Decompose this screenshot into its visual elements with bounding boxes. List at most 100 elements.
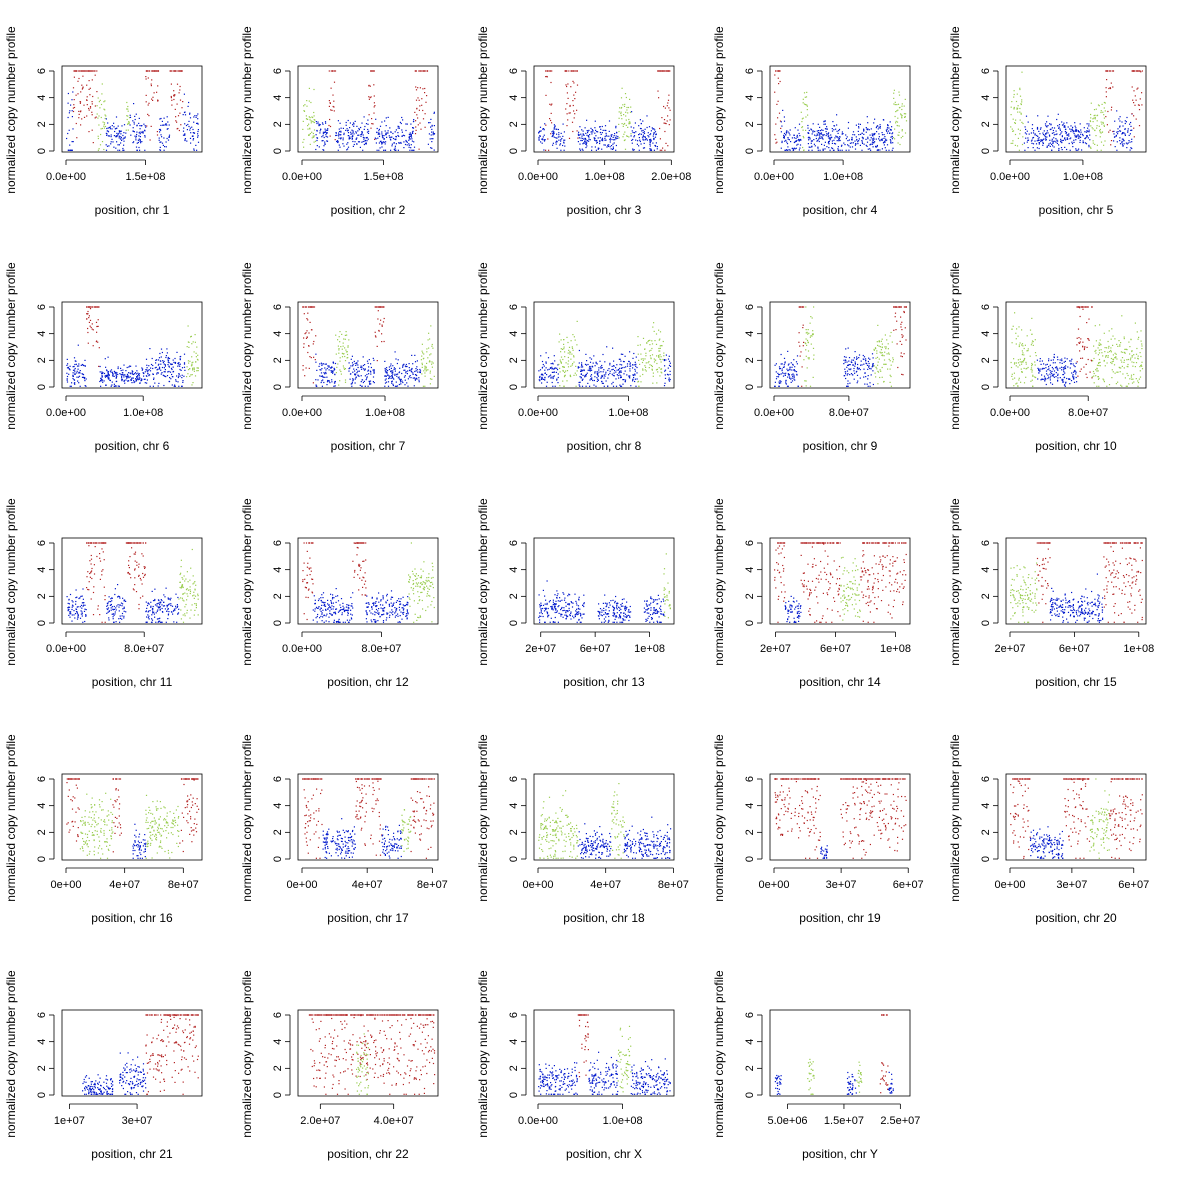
data-point: [351, 385, 353, 387]
data-point: [173, 94, 175, 96]
data-point: [111, 125, 113, 127]
data-point: [1075, 149, 1077, 151]
data-point: [1051, 138, 1053, 140]
data-point: [824, 120, 826, 122]
data-point: [889, 121, 891, 123]
data-point: [555, 371, 557, 373]
data-point: [540, 130, 542, 132]
data-point: [1010, 366, 1013, 369]
data-point: [1052, 145, 1054, 147]
data-point: [424, 126, 426, 128]
data-point: [366, 360, 369, 362]
data-point: [1048, 376, 1050, 378]
data-point: [395, 129, 397, 131]
data-point: [1073, 371, 1075, 373]
data-point: [550, 377, 552, 379]
data-point: [794, 379, 796, 381]
data-point: [410, 144, 412, 146]
data-point: [96, 331, 98, 333]
data-point: [639, 375, 641, 377]
data-point: [869, 148, 871, 150]
data-point: [808, 136, 810, 138]
data-point: [392, 365, 394, 367]
data-point: [356, 125, 358, 127]
data-point: [87, 327, 89, 330]
data-point: [352, 140, 354, 143]
data-point: [1052, 359, 1054, 361]
data-point: [354, 382, 356, 384]
data-point: [425, 367, 427, 369]
data-point: [542, 138, 544, 140]
data-point: [408, 133, 410, 135]
data-point: [357, 134, 359, 136]
data-point: [584, 127, 586, 129]
data-point: [541, 373, 543, 375]
data-point: [601, 139, 603, 141]
data-point: [134, 381, 136, 383]
data-point: [393, 142, 395, 144]
data-point: [641, 136, 644, 138]
data-point: [139, 128, 141, 130]
data-point: [594, 365, 596, 367]
data-point: [599, 142, 601, 145]
data-point: [560, 356, 563, 358]
data-point: [136, 125, 138, 127]
data-point: [394, 373, 396, 375]
data-point: [881, 134, 884, 136]
data-point: [331, 379, 333, 381]
data-point: [634, 374, 636, 376]
data-point: [1049, 364, 1051, 366]
data-point: [803, 103, 806, 105]
data-point: [94, 117, 96, 119]
data-point: [546, 70, 548, 72]
data-point: [639, 139, 641, 141]
data-point: [879, 126, 881, 128]
data-point: [66, 379, 68, 381]
data-point: [395, 143, 397, 145]
data-point: [166, 375, 169, 377]
data-point: [324, 373, 326, 375]
data-point: [619, 107, 621, 109]
data-point: [1053, 373, 1055, 375]
data-point: [600, 133, 602, 135]
data-point: [314, 119, 316, 121]
data-point: [612, 136, 614, 138]
data-point: [621, 106, 623, 109]
data-point: [560, 351, 562, 353]
data-point: [424, 92, 426, 94]
data-point: [565, 108, 567, 110]
data-point: [1057, 359, 1059, 361]
data-point: [645, 138, 648, 140]
data-point: [414, 377, 416, 379]
y-tick-label: 2: [508, 357, 520, 363]
data-point: [188, 120, 190, 122]
data-point: [597, 148, 599, 150]
data-point: [827, 136, 829, 138]
data-point: [798, 149, 800, 151]
data-point: [1043, 138, 1045, 140]
data-point: [1056, 142, 1058, 144]
data-point: [586, 142, 588, 144]
data-point: [1133, 102, 1135, 104]
data-point: [659, 358, 661, 360]
data-point: [1077, 134, 1079, 136]
data-point: [80, 110, 82, 112]
data-point: [341, 356, 344, 358]
data-point: [138, 146, 140, 149]
data-point: [1035, 376, 1037, 379]
data-point: [1025, 137, 1027, 139]
data-point: [1014, 312, 1016, 314]
data-point: [118, 132, 120, 134]
data-point: [91, 111, 93, 113]
data-point: [880, 370, 882, 372]
data-point: [355, 364, 357, 366]
data-point: [608, 374, 610, 376]
data-point: [396, 362, 398, 365]
data-point: [79, 101, 81, 103]
data-point: [829, 149, 831, 151]
data-point: [126, 108, 128, 110]
data-point: [859, 369, 861, 371]
data-point: [90, 306, 92, 308]
data-point: [854, 351, 856, 353]
data-point: [875, 348, 877, 350]
